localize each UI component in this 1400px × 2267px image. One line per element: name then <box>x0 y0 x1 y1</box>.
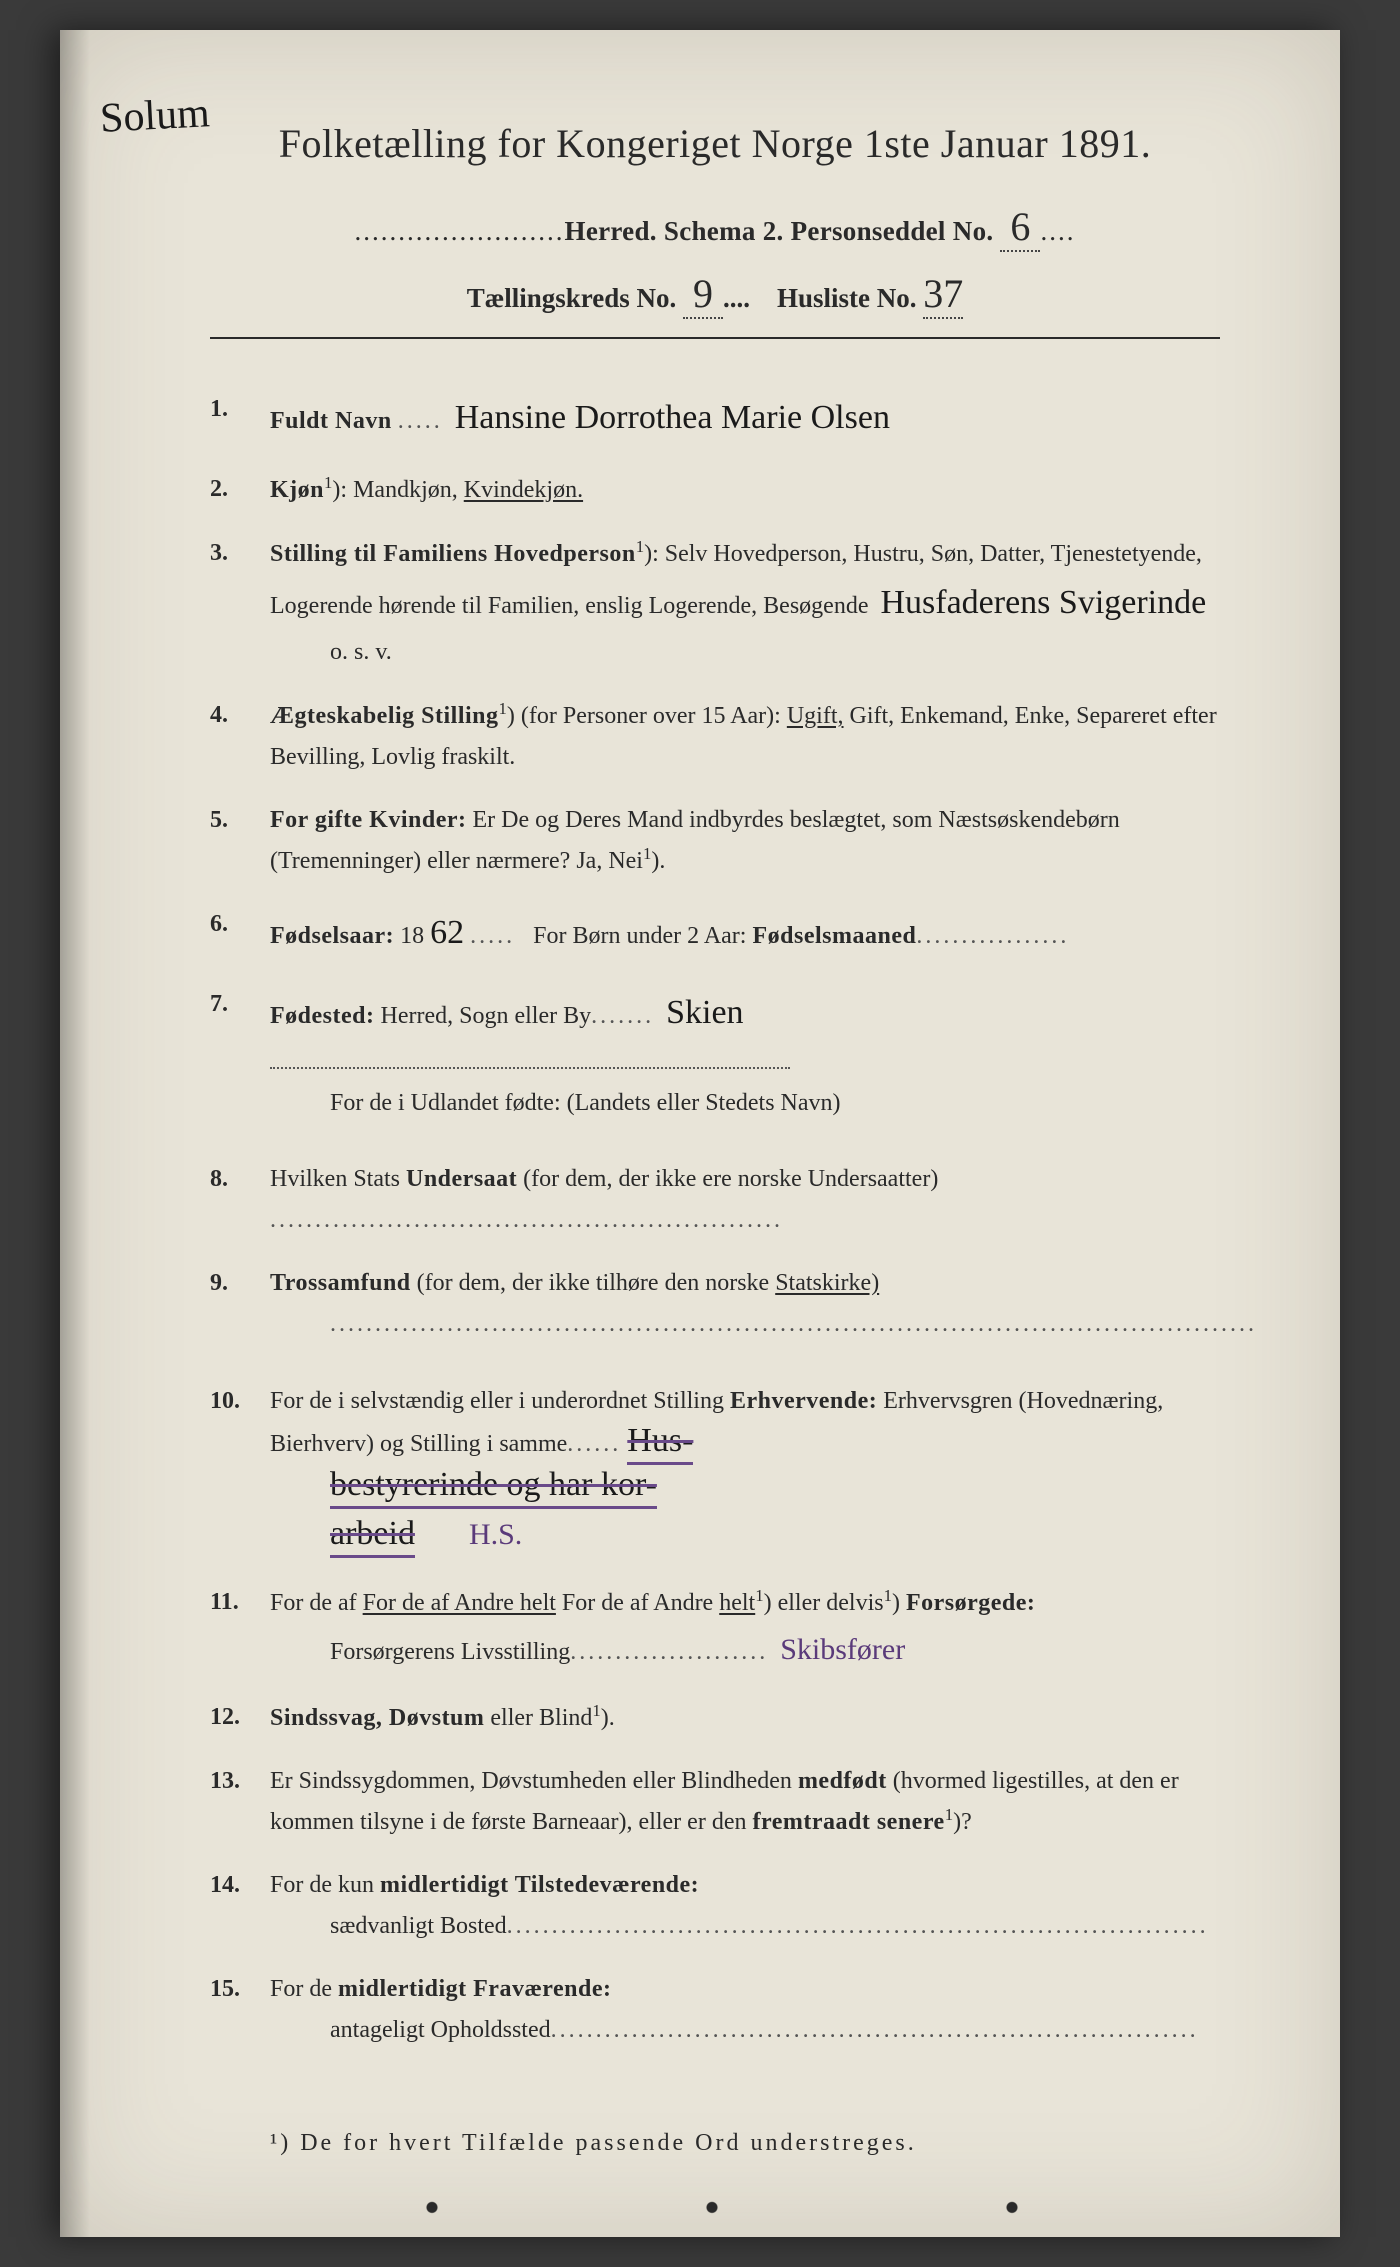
q15: For de midlertidigt Fraværende: antageli… <box>210 1969 1220 2051</box>
ugift-underlined: Ugift, <box>787 703 844 729</box>
q9: Trossamfund (for dem, der ikke tilhøre d… <box>210 1263 1220 1345</box>
q1: Fuldt Navn ..... Hansine Dorrothea Marie… <box>210 389 1220 447</box>
q12: Sindssvag, Døvstum eller Blind1). <box>210 1697 1220 1739</box>
occupation-struck-c: arbeid <box>330 1514 415 1558</box>
full-name-hw: Hansine Dorrothea Marie Olsen <box>449 399 896 436</box>
header-line-3: Tællingskreds No. 9.... Husliste No. 37 <box>210 270 1220 319</box>
census-form-page: Folketælling for Kongeriget Norge 1ste J… <box>60 30 1340 2237</box>
q4: Ægteskabelig Stilling1) (for Personer ov… <box>210 695 1220 778</box>
question-list: Fuldt Navn ..... Hansine Dorrothea Marie… <box>210 389 1220 2050</box>
header-line-2: ........................Herred. Schema 2… <box>210 203 1220 252</box>
q8: Hvilken Stats Undersaat (for dem, der ik… <box>210 1159 1220 1241</box>
form-title: Folketælling for Kongeriget Norge 1ste J… <box>210 120 1220 167</box>
occupation-struck-b: bestyrerinde og har kor- <box>330 1465 657 1509</box>
occupation-struck-a: Hus- <box>627 1421 693 1465</box>
q5: For gifte Kvinder: Er De og Deres Mand i… <box>210 800 1220 883</box>
binding-mark-icon <box>420 2193 444 2217</box>
husliste-no: 37 <box>923 270 963 319</box>
herred-handwritten: Solum <box>99 89 211 143</box>
q7: Fødested: Herred, Sogn eller By....... S… <box>210 984 1220 1123</box>
header-rule <box>210 337 1220 339</box>
binding-mark-icon <box>1000 2193 1024 2217</box>
kvindekjon-underlined: Kvindekjøn. <box>464 477 583 503</box>
footnote: ¹) De for hvert Tilfælde passende Ord un… <box>210 2130 1220 2157</box>
editor-initials: H.S. <box>463 1518 528 1551</box>
relation-hw: Husfaderens Svigerinde <box>874 584 1212 621</box>
q14: For de kun midlertidigt Tilstedeværende:… <box>210 1865 1220 1947</box>
provider-occupation-hw: Skibsfører <box>774 1633 911 1666</box>
q6: Fødselsaar: 1862..... For Børn under 2 A… <box>210 904 1220 962</box>
q11: For de af For de af Andre helt For de af… <box>210 1582 1220 1675</box>
q13: Er Sindssygdommen, Døvstumheden eller Bl… <box>210 1761 1220 1844</box>
kreds-no: 9 <box>683 270 723 319</box>
q3: Stilling til Familiens Hovedperson1): Se… <box>210 533 1220 673</box>
binding-mark-icon <box>700 2193 724 2217</box>
birth-year-hw: 62 <box>424 914 470 951</box>
form-header: Folketælling for Kongeriget Norge 1ste J… <box>210 120 1220 339</box>
q10: For de i selvstændig eller i underordnet… <box>210 1381 1220 1560</box>
personseddel-no: 6 <box>1000 203 1040 252</box>
birthplace-hw: Skien <box>660 994 749 1031</box>
q2: Kjøn1): Mandkjøn, Kvindekjøn. <box>210 469 1220 511</box>
